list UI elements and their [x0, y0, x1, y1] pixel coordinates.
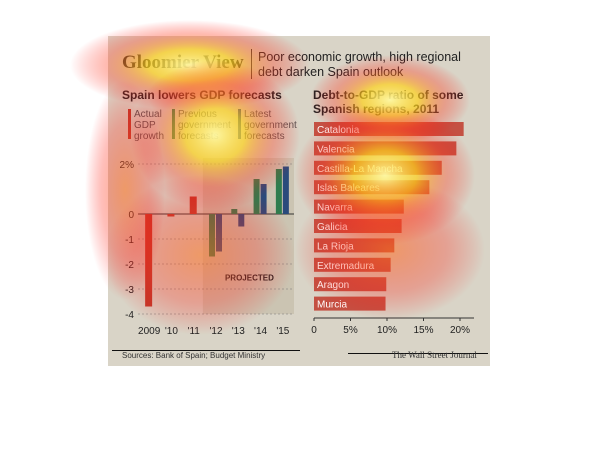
region-label: Murcia — [317, 300, 347, 311]
debt-chart: Catalonia Valencia Castilla-La Mancha Islas… — [311, 122, 474, 336]
footer-rule-right — [348, 353, 488, 354]
debt-x-tick-label: 0 — [311, 325, 317, 336]
region-label: La Rioja — [317, 241, 354, 252]
debt-x-tick-label: 5% — [343, 325, 358, 336]
credit-note: The Wall Street Journal — [392, 350, 477, 360]
chart-figure: Gloomier View Poor economic growth, high… — [108, 36, 490, 366]
region-label: Aragon — [317, 280, 349, 291]
debt-x-tick-label: 10% — [377, 325, 397, 336]
region-label: Catalonia — [317, 125, 360, 136]
footer-rule-left — [112, 350, 300, 351]
region-label: Valencia — [317, 144, 355, 155]
debt-x-tick-label: 15% — [413, 325, 433, 336]
region-label: Islas Baleares — [317, 183, 380, 194]
source-note: Sources: Bank of Spain; Budget Ministry — [122, 351, 266, 360]
region-label: Navarra — [317, 203, 353, 214]
region-label: Extremadura — [317, 261, 375, 272]
region-label: Castilla-La Mancha — [317, 164, 403, 175]
region-label: Galicia — [317, 222, 348, 233]
debt-x-tick-label: 20% — [450, 325, 470, 336]
